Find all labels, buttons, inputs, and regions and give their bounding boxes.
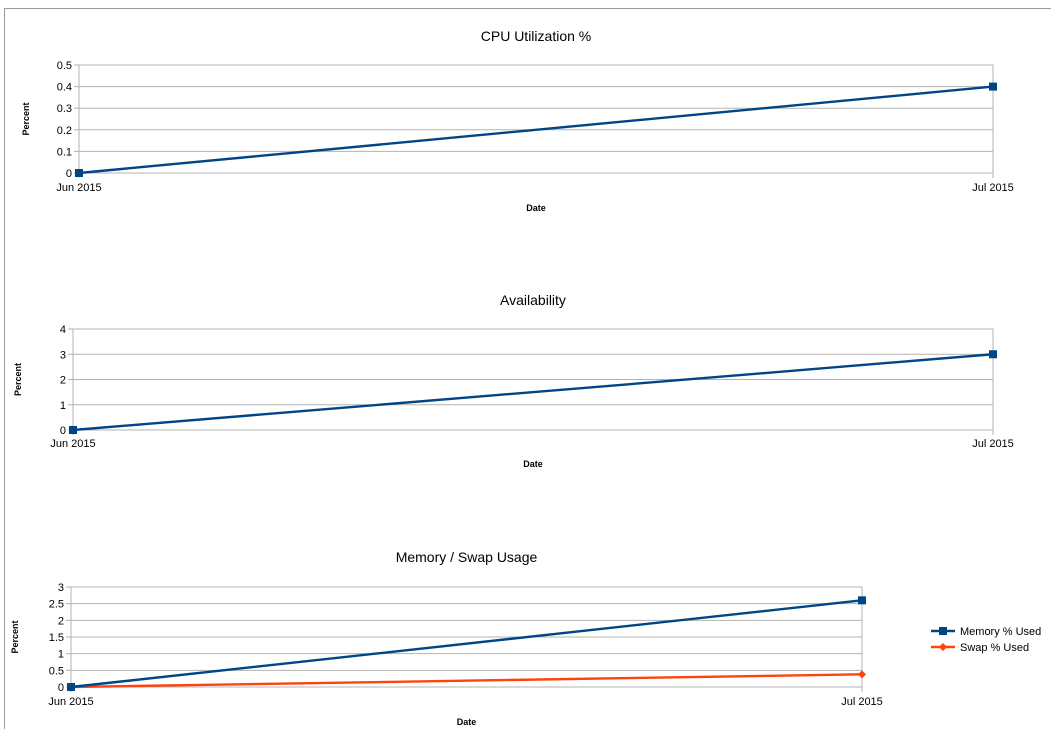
series-line-memory-used xyxy=(70,599,863,689)
y-axis-title: Percent xyxy=(21,102,31,135)
y-tick-label: 2 xyxy=(58,615,64,627)
chart-cpu: CPU Utilization % 0 0.1 0.2 0.3 0.4 0.5 Jun 201… xyxy=(21,28,1014,213)
data-point-series-1 xyxy=(69,426,77,434)
legend-label-swap-used: Swap % Used xyxy=(960,642,1029,654)
x-tick-label: Jun 2015 xyxy=(48,696,93,708)
y-tick-label: 2.5 xyxy=(49,599,64,611)
data-point-memory-used xyxy=(858,596,866,605)
chart-title: Availability xyxy=(500,292,566,308)
data-point-series-1 xyxy=(989,82,997,91)
legend-marker-swap-used xyxy=(939,643,947,651)
y-tick-label: 0 xyxy=(66,168,72,180)
y-tick-label: 3 xyxy=(58,582,64,594)
x-axis-title: Date xyxy=(457,717,477,727)
legend: Memory % Used Swap % Used xyxy=(931,626,1041,654)
data-point-memory-used xyxy=(67,683,75,691)
y-tick-label: 0.5 xyxy=(57,60,72,72)
chart-memory-swap: Memory / Swap Usage 0 0.5 1 1.5 2 2.5 3 Jun 2015… xyxy=(10,549,1041,727)
x-axis-title: Date xyxy=(523,459,543,469)
x-tick-label: Jun 2015 xyxy=(50,438,95,450)
page-border-top xyxy=(4,8,1051,9)
chart-title: Memory / Swap Usage xyxy=(396,549,538,565)
y-tick-label: 2 xyxy=(60,375,66,387)
chart-title: CPU Utilization % xyxy=(481,28,591,44)
x-axis-title: Date xyxy=(526,203,546,213)
series-line-series-1 xyxy=(78,85,994,175)
x-tick-label: Jul 2015 xyxy=(972,182,1014,194)
y-tick-label: 1.5 xyxy=(49,632,64,644)
y-tick-label: 0.3 xyxy=(57,103,72,115)
y-tick-label: 0.4 xyxy=(57,82,72,94)
series-line-swap-used xyxy=(70,673,863,689)
data-point-series-1 xyxy=(989,350,997,359)
page-border-left xyxy=(4,8,5,729)
y-tick-label: 0.5 xyxy=(49,665,64,677)
y-axis-title: Percent xyxy=(10,620,20,653)
series-line-series-1 xyxy=(72,353,994,432)
chart-availability: Availability 0 1 2 3 4 Jun 2015 Jul 2015 Date Per… xyxy=(13,292,1014,469)
data-point-series-1 xyxy=(75,169,83,177)
data-point-swap-used xyxy=(858,670,866,679)
y-tick-label: 1 xyxy=(60,400,66,412)
y-tick-label: 0.1 xyxy=(57,146,72,158)
x-tick-label: Jul 2015 xyxy=(841,696,883,708)
y-tick-label: 3 xyxy=(60,349,66,361)
y-tick-label: 0.2 xyxy=(57,125,72,137)
legend-label-memory-used: Memory % Used xyxy=(960,626,1041,638)
x-tick-label: Jun 2015 xyxy=(56,182,101,194)
y-tick-label: 0 xyxy=(60,425,66,437)
legend-marker-memory-used xyxy=(939,627,947,635)
y-axis-title: Percent xyxy=(13,363,23,396)
y-tick-label: 0 xyxy=(58,682,64,694)
y-tick-label: 1 xyxy=(58,649,64,661)
x-tick-label: Jul 2015 xyxy=(972,438,1014,450)
y-tick-label: 4 xyxy=(60,324,66,336)
